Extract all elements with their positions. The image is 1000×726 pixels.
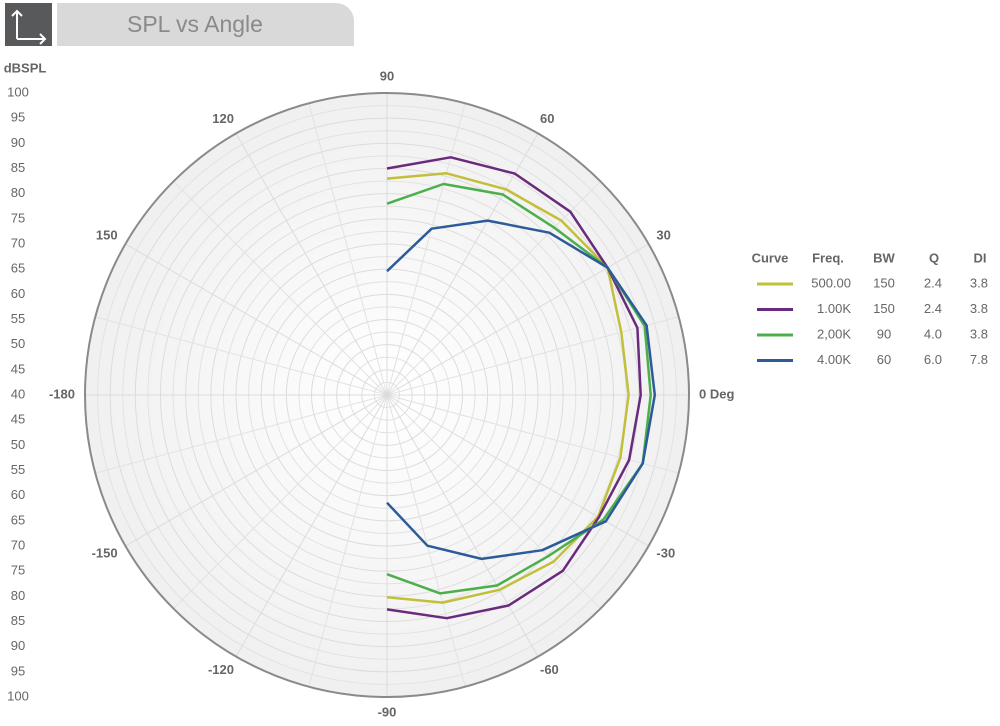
r-tick-label: 90 — [11, 135, 25, 150]
theta-tick-label: 120 — [212, 111, 234, 126]
theta-tick-label: 150 — [96, 227, 118, 242]
minor-spoke — [308, 103, 388, 396]
legend-freq: 4.00K — [817, 352, 851, 367]
r-tick-label: 100 — [7, 688, 29, 703]
r-tick-label: 60 — [11, 286, 25, 301]
r-tick-label: 95 — [11, 110, 25, 125]
grid-spoke — [235, 133, 388, 396]
theta-tick-label: -60 — [540, 662, 559, 677]
grid-spoke — [386, 243, 649, 396]
series-line — [386, 172, 630, 604]
minor-spoke — [308, 394, 388, 687]
minor-spoke — [95, 394, 388, 474]
theta-tick-label: -120 — [208, 662, 234, 677]
theta-tick-label: -180 — [49, 386, 75, 401]
legend-header: Curve — [752, 250, 789, 265]
r-tick-label: 70 — [11, 235, 25, 250]
legend-q: 2.4 — [924, 301, 942, 316]
legend-di: 7.8 — [970, 352, 988, 367]
r-tick-label: 50 — [11, 336, 25, 351]
r-tick-label: 70 — [11, 537, 25, 552]
r-tick-label: 90 — [11, 638, 25, 653]
r-tick-label: 45 — [11, 361, 25, 376]
chart-icon[interactable] — [5, 3, 52, 46]
r-tick-label: 55 — [11, 462, 25, 477]
legend-header: Q — [929, 250, 939, 265]
r-tick-label: 50 — [11, 437, 25, 452]
legend-freq: 2,00K — [817, 326, 851, 341]
theta-tick-label: 30 — [656, 227, 670, 242]
legend-q: 2.4 — [924, 275, 942, 290]
legend-bw: 60 — [877, 352, 891, 367]
r-tick-label: 65 — [11, 261, 25, 276]
minor-spoke — [386, 394, 601, 609]
r-tick-label: 85 — [11, 160, 25, 175]
icon-glyph — [11, 9, 47, 45]
r-tick-label: 55 — [11, 311, 25, 326]
legend-header: Freq. — [812, 250, 844, 265]
theta-tick-label: 0 Deg — [699, 386, 734, 401]
legend-q: 6.0 — [924, 352, 942, 367]
r-tick-label: 60 — [11, 487, 25, 502]
grid-spoke — [386, 133, 539, 396]
minor-spoke — [173, 394, 388, 609]
radial-axis-title: dBSPL — [4, 60, 47, 75]
legend-bw: 150 — [873, 301, 895, 316]
r-tick-label: 85 — [11, 613, 25, 628]
series-line — [386, 156, 642, 620]
r-tick-label: 75 — [11, 210, 25, 225]
theta-tick-label: -90 — [378, 704, 397, 719]
grid-spoke — [125, 394, 388, 547]
r-tick-label: 100 — [7, 84, 29, 99]
legend-bw: 90 — [877, 326, 891, 341]
r-tick-label: 80 — [11, 185, 25, 200]
legend-di: 3.8 — [970, 301, 988, 316]
series-line — [386, 219, 657, 561]
title-tab[interactable]: SPL vs Angle — [57, 3, 354, 46]
r-tick-label: 40 — [11, 386, 25, 401]
minor-spoke — [95, 316, 388, 396]
r-tick-label: 45 — [11, 412, 25, 427]
minor-spoke — [386, 316, 679, 396]
plot-border — [84, 92, 690, 698]
r-tick-label: 80 — [11, 588, 25, 603]
legend-header: BW — [873, 250, 895, 265]
r-tick-label: 95 — [11, 663, 25, 678]
theta-tick-label: -30 — [656, 545, 675, 560]
header: SPL vs Angle — [0, 0, 1000, 50]
legend-freq: 500.00 — [811, 275, 851, 290]
r-tick-label: 75 — [11, 563, 25, 578]
legend-bw: 150 — [873, 275, 895, 290]
legend-header: DI — [974, 250, 987, 265]
series-line — [386, 182, 652, 595]
chart-title: SPL vs Angle — [127, 11, 263, 37]
legend-q: 4.0 — [924, 326, 942, 341]
minor-spoke — [386, 181, 601, 396]
theta-tick-label: 90 — [380, 68, 394, 83]
minor-spoke — [173, 181, 388, 396]
theta-tick-label: 60 — [540, 111, 554, 126]
legend-di: 3.8 — [970, 275, 988, 290]
legend-di: 3.8 — [970, 326, 988, 341]
grid-spoke — [235, 394, 388, 657]
minor-spoke — [386, 394, 466, 687]
grid-spoke — [125, 243, 388, 396]
legend-freq: 1.00K — [817, 301, 851, 316]
r-tick-label: 65 — [11, 512, 25, 527]
minor-spoke — [386, 103, 466, 396]
theta-tick-label: -150 — [92, 545, 118, 560]
grid-spoke — [386, 394, 539, 657]
